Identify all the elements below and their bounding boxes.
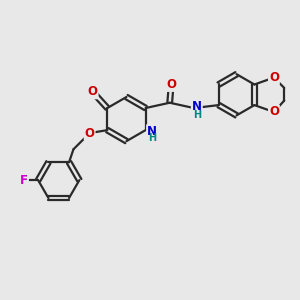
Text: O: O (269, 71, 279, 84)
Text: O: O (166, 78, 176, 91)
Text: N: N (192, 100, 202, 113)
Text: F: F (20, 174, 28, 187)
Text: H: H (148, 134, 156, 143)
Text: O: O (88, 85, 98, 98)
Text: H: H (193, 110, 201, 119)
Text: N: N (147, 125, 157, 138)
Text: O: O (85, 127, 95, 140)
Text: O: O (269, 106, 279, 118)
